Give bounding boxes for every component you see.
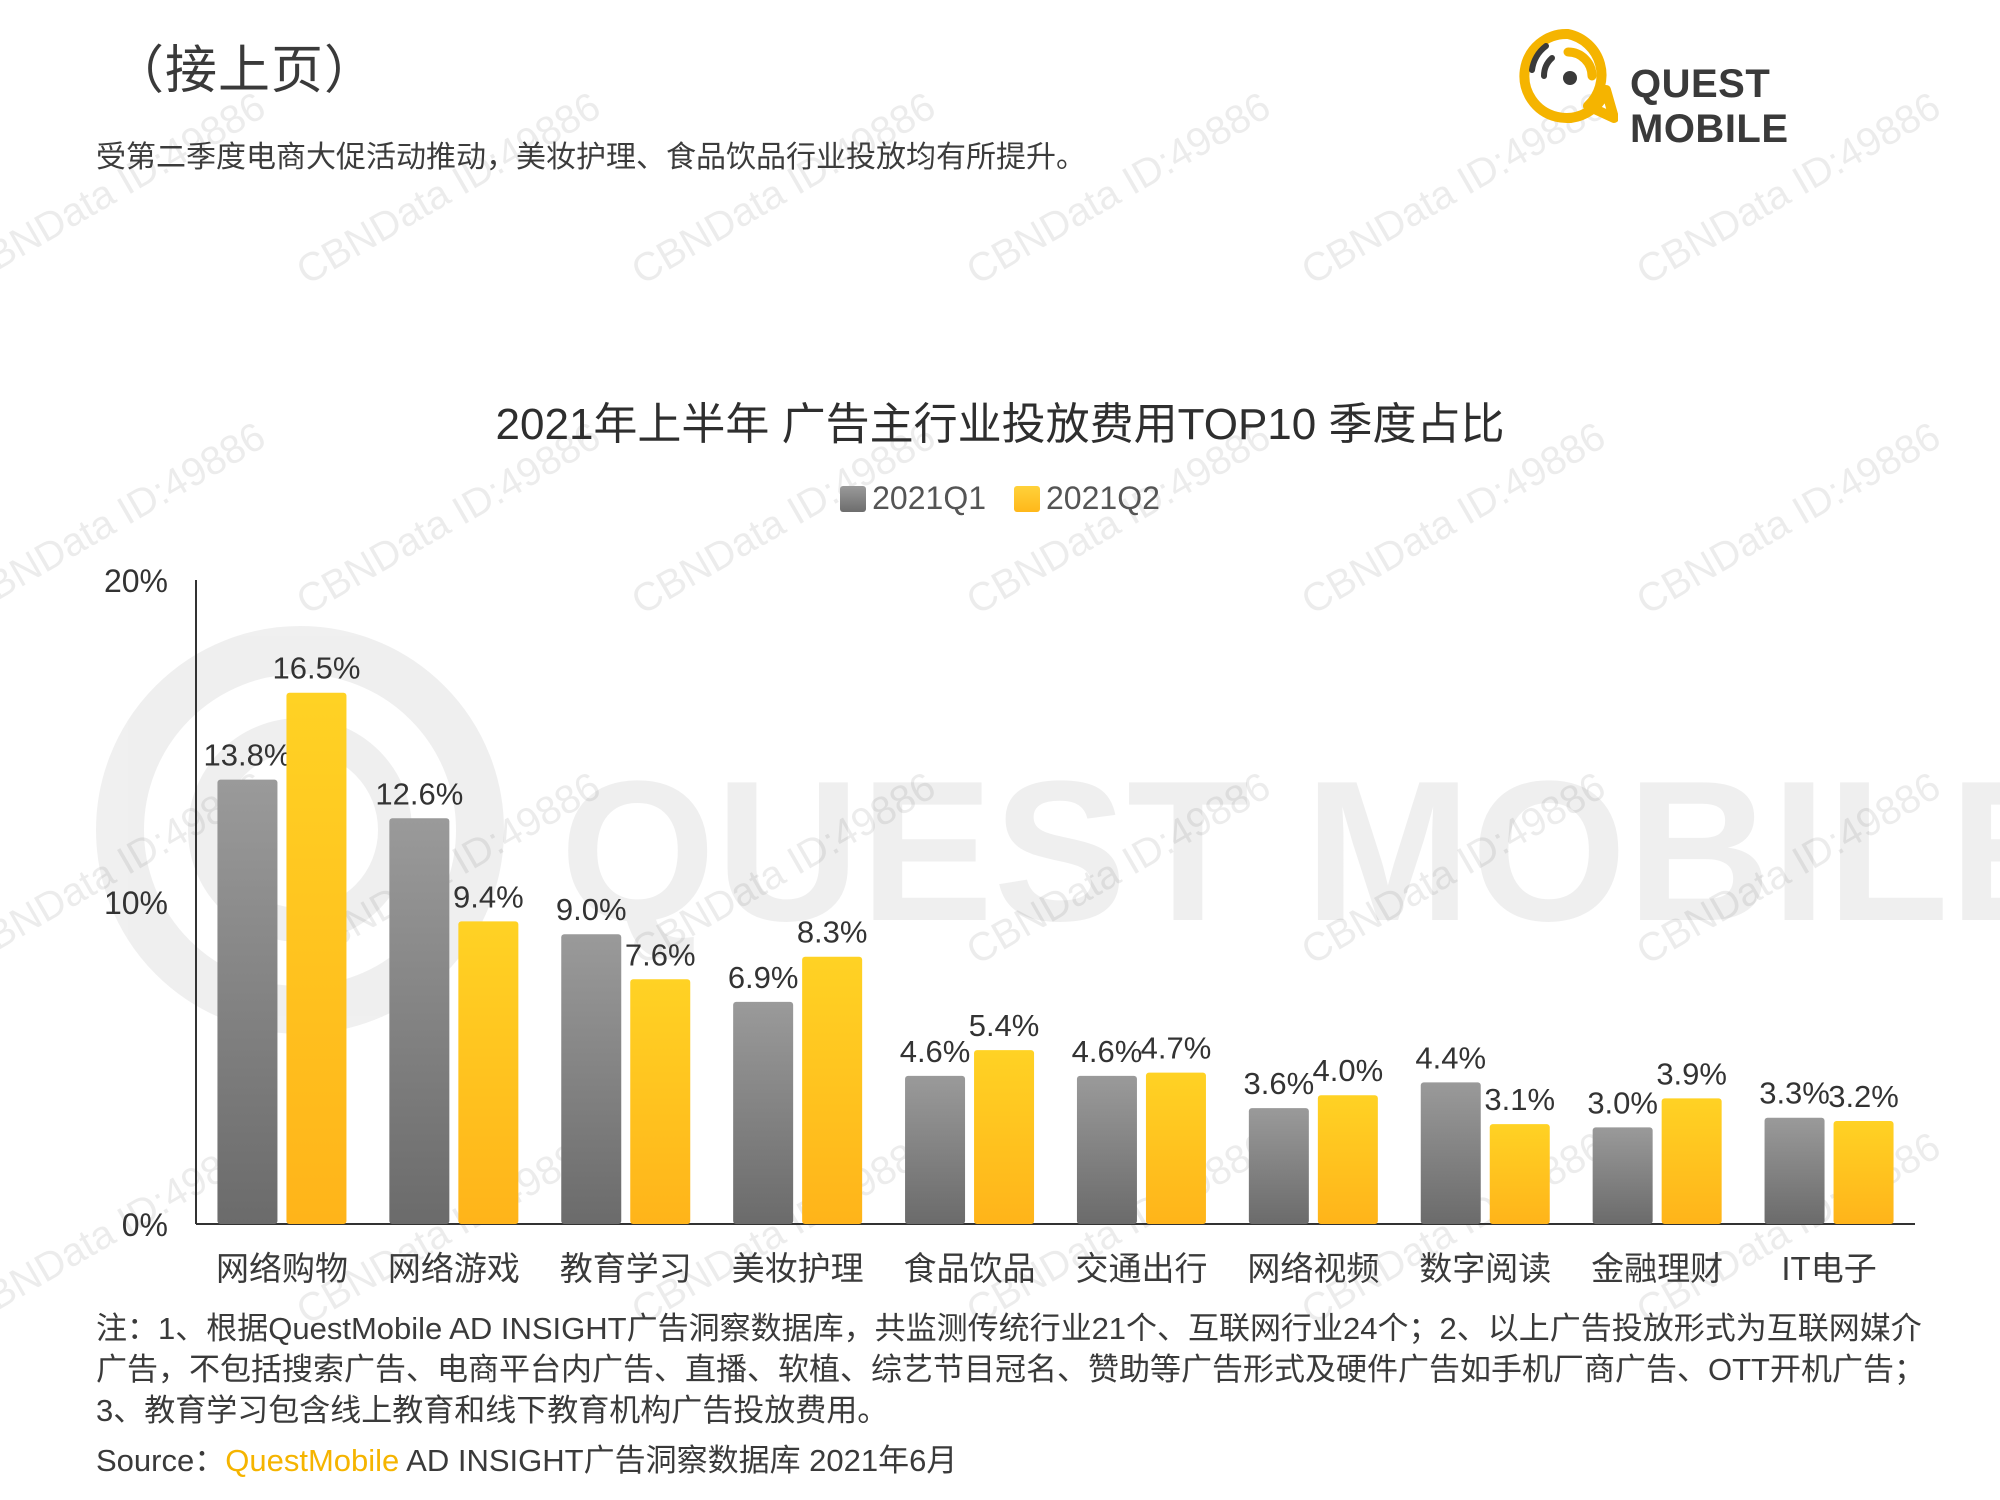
y-tick-label: 0% xyxy=(122,1207,168,1243)
data-label: 9.4% xyxy=(453,879,524,914)
data-label: 4.6% xyxy=(1072,1034,1143,1069)
legend-item-q2: 2021Q2 xyxy=(1014,480,1160,517)
x-tick-label: 交通出行 xyxy=(1075,1250,1207,1287)
legend-swatch-q1 xyxy=(840,485,867,512)
legend-swatch-q2 xyxy=(1014,485,1040,512)
x-tick-label: 金融理财 xyxy=(1591,1250,1723,1287)
bar-2021q1 xyxy=(1764,1117,1825,1224)
bar-2021q2 xyxy=(458,921,519,1224)
y-tick-label: 20% xyxy=(104,563,168,599)
data-label: 9.0% xyxy=(556,892,627,927)
data-label: 8.3% xyxy=(797,915,868,950)
source-label: Source： xyxy=(96,1443,226,1478)
footnotes: 注：1、根据QuestMobile AD INSIGHT广告洞察数据库，共监测传… xyxy=(96,1311,1925,1428)
source-line: Source：QuestMobile AD INSIGHT广告洞察数据库 202… xyxy=(96,1435,957,1480)
chart-legend: 2021Q1 2021Q2 xyxy=(0,480,2000,517)
bar-2021q2 xyxy=(286,692,347,1224)
chart-title: 2021年上半年 广告主行业投放费用TOP10 季度占比 xyxy=(495,400,1505,449)
bar-2021q2 xyxy=(1489,1124,1550,1224)
data-label: 4.4% xyxy=(1415,1040,1486,1075)
logo-wordmark: QUEST MOBILE xyxy=(1630,62,1789,151)
bar-2021q2 xyxy=(1661,1098,1722,1224)
data-label: 5.4% xyxy=(969,1008,1040,1043)
x-tick-label: 网络游戏 xyxy=(388,1250,520,1287)
data-label: 3.0% xyxy=(1587,1085,1658,1120)
data-label: 6.9% xyxy=(728,960,799,995)
bar-2021q2 xyxy=(1833,1120,1894,1224)
bar-2021q1 xyxy=(1592,1127,1653,1224)
bar-2021q2 xyxy=(1145,1072,1206,1224)
x-tick-label: 食品饮品 xyxy=(904,1250,1036,1287)
bar-2021q1 xyxy=(1420,1082,1481,1224)
x-tick-label: 网络视频 xyxy=(1247,1250,1379,1287)
x-tick-label: 美妆护理 xyxy=(732,1250,864,1287)
bar-2021q2 xyxy=(974,1050,1035,1224)
y-tick-label: 10% xyxy=(104,885,168,921)
x-tick-label: IT电子 xyxy=(1781,1250,1876,1287)
data-label: 13.8% xyxy=(203,738,291,773)
data-label: 3.2% xyxy=(1828,1079,1899,1114)
data-label: 3.9% xyxy=(1656,1056,1727,1091)
source-brand: QuestMobile xyxy=(225,1443,400,1478)
bar-2021q1 xyxy=(1076,1075,1137,1224)
data-label: 4.7% xyxy=(1141,1031,1212,1066)
bar-2021q1 xyxy=(1248,1108,1309,1224)
source-rest: AD INSIGHT广告洞察数据库 2021年6月 xyxy=(399,1443,958,1478)
x-tick-label: 教育学习 xyxy=(560,1250,692,1287)
quest-mobile-logo: QUEST MOBILE xyxy=(1518,26,1918,151)
data-label: 4.0% xyxy=(1313,1053,1384,1088)
quest-mobile-logo-icon xyxy=(1519,28,1618,123)
data-label: 12.6% xyxy=(375,776,463,811)
bar-2021q1 xyxy=(389,818,450,1224)
bar-2021q1 xyxy=(217,779,278,1224)
legend-label-q2: 2021Q2 xyxy=(1046,480,1160,516)
data-label: 7.6% xyxy=(625,937,696,972)
data-label: 16.5% xyxy=(272,651,360,686)
bar-2021q2 xyxy=(1317,1095,1378,1224)
bar-2021q2 xyxy=(802,956,863,1224)
data-label: 3.1% xyxy=(1484,1082,1555,1117)
data-label: 4.6% xyxy=(900,1034,971,1069)
bar-2021q2 xyxy=(630,979,691,1224)
data-label: 3.3% xyxy=(1759,1076,1830,1111)
bar-2021q1 xyxy=(561,934,622,1224)
legend-label-q1: 2021Q1 xyxy=(872,480,986,516)
page-heading: （接上页） xyxy=(112,42,378,100)
x-tick-label: 网络购物 xyxy=(216,1250,348,1287)
page-subtitle: 受第二季度电商大促活动推动，美妆护理、食品饮品行业投放均有所提升。 xyxy=(96,141,1086,174)
bar-2021q1 xyxy=(733,1001,794,1224)
data-label: 3.6% xyxy=(1244,1066,1315,1101)
legend-item-q1: 2021Q1 xyxy=(840,480,986,517)
x-tick-label: 数字阅读 xyxy=(1419,1250,1551,1287)
bar-2021q1 xyxy=(905,1075,966,1224)
